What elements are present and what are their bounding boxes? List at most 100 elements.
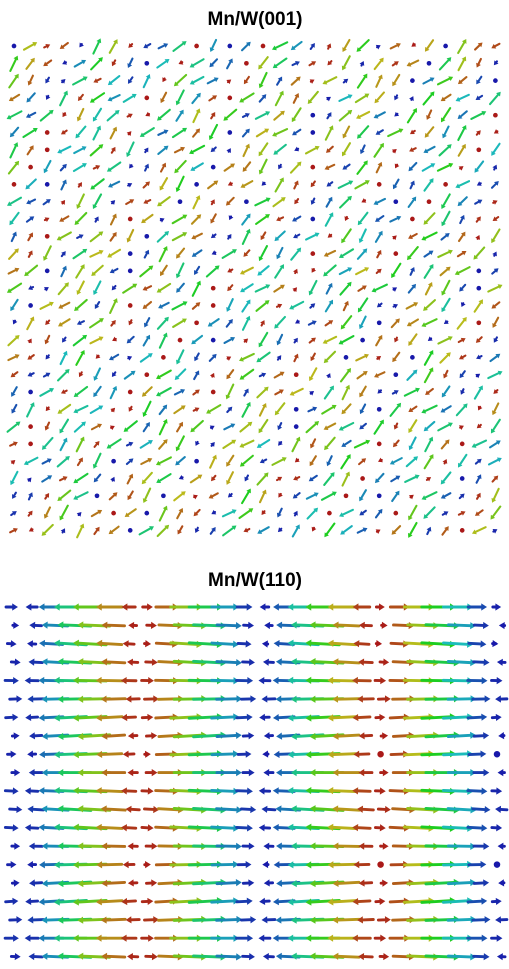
spin-head (54, 787, 60, 794)
spin (216, 806, 242, 813)
spin-shaft (237, 901, 247, 902)
spin (109, 527, 119, 535)
spin-head (483, 879, 489, 886)
spin (353, 640, 369, 647)
spin-head (376, 640, 382, 647)
spin-dot (377, 751, 383, 757)
spin-head (42, 658, 48, 665)
spin-head (291, 917, 297, 924)
spin (173, 41, 186, 51)
spin-shaft (210, 458, 214, 467)
spin (353, 861, 368, 868)
spin-head (276, 769, 282, 776)
spin-head (480, 861, 486, 868)
spin (476, 459, 482, 464)
spin-shaft (130, 77, 132, 80)
spin-shaft (326, 337, 336, 342)
spin (421, 233, 436, 241)
spin (360, 61, 365, 66)
spin-shaft (43, 461, 49, 464)
spin (263, 659, 273, 666)
spin-head (247, 935, 253, 942)
spin (373, 199, 384, 205)
spin (10, 142, 18, 157)
spin (359, 387, 365, 398)
spin-shaft (477, 133, 478, 134)
spin-head (482, 935, 488, 942)
spin-shaft (77, 300, 87, 308)
spin (11, 405, 16, 414)
spin (359, 317, 366, 330)
spin (352, 898, 369, 905)
spin-head (145, 640, 151, 647)
spin-shaft (9, 251, 16, 258)
spin-shaft (390, 827, 404, 828)
spin (127, 183, 132, 188)
spin (264, 622, 272, 629)
spin-shaft (294, 97, 297, 103)
spin-head (145, 751, 151, 758)
spin-shaft (63, 43, 68, 47)
spin-head (29, 769, 35, 776)
spin-shaft (309, 323, 313, 325)
spin (208, 181, 218, 189)
spin-shaft (396, 424, 397, 426)
spin-shaft (360, 112, 369, 117)
spin-shaft (458, 43, 464, 53)
spin-head (25, 824, 31, 831)
spin-shaft (114, 60, 115, 62)
spin (492, 714, 501, 721)
spin-shaft (62, 319, 70, 324)
spin-head (147, 898, 153, 905)
spin-shaft (424, 182, 431, 191)
spin (472, 441, 486, 448)
spin-head (305, 751, 311, 758)
spin (276, 216, 283, 221)
spin-shaft (275, 374, 281, 378)
spin-dot (493, 78, 498, 83)
spin (193, 281, 201, 296)
spin-shaft (93, 129, 98, 139)
spin-shaft (58, 459, 67, 467)
spin (140, 526, 154, 534)
spin (210, 442, 215, 447)
spin (498, 732, 504, 739)
spin-head (96, 751, 102, 758)
spin-head (382, 880, 388, 887)
spin-shaft (443, 717, 467, 718)
spin-shaft (459, 181, 469, 186)
spin (128, 390, 133, 395)
spin-shaft (306, 235, 316, 240)
spin (141, 458, 152, 464)
spin (28, 250, 33, 257)
spin-shaft (311, 368, 316, 377)
spin-shaft (112, 150, 113, 152)
spin (392, 526, 401, 535)
spin-shaft (243, 115, 246, 117)
spin-head (39, 898, 45, 905)
spin-shaft (91, 408, 100, 413)
spin (294, 180, 299, 188)
spin-shaft (448, 735, 470, 736)
spin-shaft (357, 164, 365, 174)
spin (490, 440, 501, 447)
spin-shaft (308, 409, 313, 411)
spin (339, 94, 352, 101)
spin (129, 407, 134, 412)
spin (341, 316, 351, 329)
spin (194, 320, 199, 325)
spin-head (38, 935, 44, 942)
spin (23, 128, 37, 137)
spin-head (73, 714, 79, 721)
spin (327, 182, 333, 187)
spin (91, 405, 104, 413)
spin-head (101, 842, 107, 849)
spin-shaft (340, 113, 349, 121)
spin (45, 78, 49, 84)
spin-shaft (225, 166, 232, 171)
spin (428, 336, 433, 341)
spin (425, 437, 433, 452)
spin-shaft (77, 492, 88, 497)
spin (375, 419, 384, 433)
spin-head (58, 621, 64, 628)
